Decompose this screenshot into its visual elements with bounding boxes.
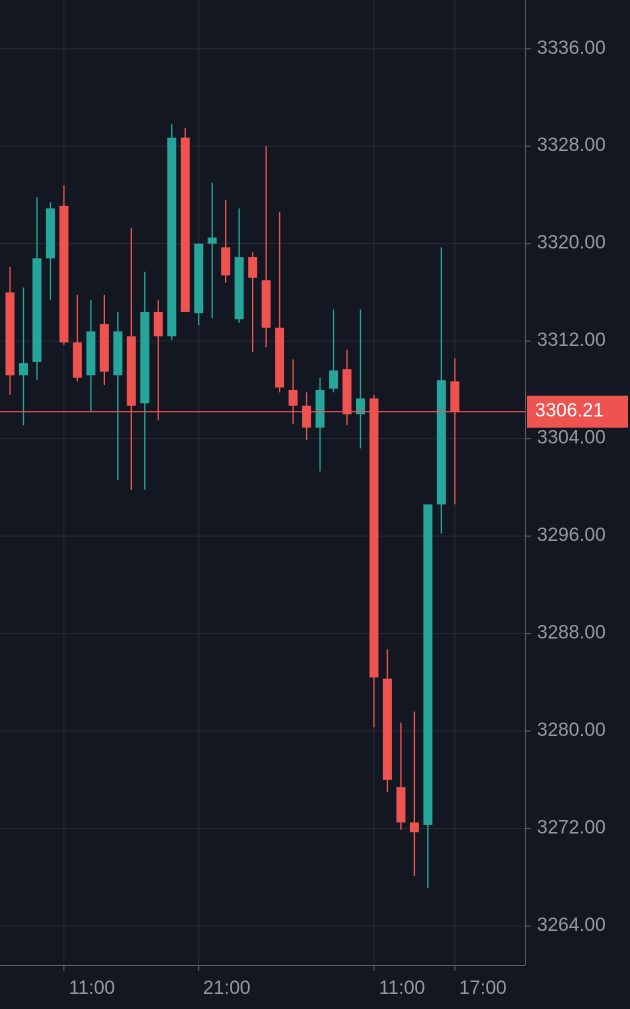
candle-body — [180, 137, 190, 312]
candle-body — [5, 292, 15, 376]
x-tick-label: 11:00 — [69, 978, 115, 999]
candle-body — [248, 257, 258, 278]
candles — [5, 124, 460, 889]
y-tick-label: 3336.00 — [537, 38, 606, 59]
candle-body — [207, 237, 217, 244]
candle-body — [126, 336, 136, 406]
candle-body — [315, 389, 325, 428]
y-tick-label: 3312.00 — [537, 330, 606, 351]
candle-body — [234, 257, 244, 320]
x-tick-label: 11:00 — [379, 978, 425, 999]
candle-body — [396, 787, 406, 823]
candle-body — [275, 327, 285, 388]
y-tick-label: 3320.00 — [537, 233, 606, 254]
axes: 3264.00 3272.00 3280.00 3288.00 3296.00 3304.… — [0, 38, 628, 999]
candle-body — [382, 678, 392, 780]
candle-body — [32, 258, 42, 362]
last-price-label: 3306.21 — [535, 401, 604, 422]
y-tick-label: 3296.00 — [537, 525, 606, 546]
candle-body — [72, 342, 82, 378]
candle-body — [436, 380, 446, 505]
candle-body — [369, 398, 379, 678]
y-tick-label: 3264.00 — [537, 915, 606, 936]
y-tick-label: 3272.00 — [537, 818, 606, 839]
candle-body — [450, 381, 460, 412]
candle-body — [261, 280, 271, 328]
candle-body — [99, 324, 109, 372]
y-tick-label: 3280.00 — [537, 720, 606, 741]
candle-body — [342, 369, 352, 415]
candle-body — [423, 504, 433, 825]
y-tick-label: 3304.00 — [537, 428, 606, 449]
x-tick-label: 21:00 — [203, 978, 251, 999]
candle-body — [355, 398, 365, 415]
candle-body — [59, 205, 69, 343]
candle-body — [113, 331, 123, 376]
candle-body — [329, 370, 339, 389]
last-price-box — [527, 395, 628, 428]
y-tick-label: 3328.00 — [537, 135, 606, 156]
candle-body — [194, 243, 204, 314]
candle-body — [153, 311, 163, 337]
candle-body — [167, 137, 177, 337]
candle-body — [86, 331, 96, 376]
candle-body — [140, 311, 150, 404]
y-tick-label: 3288.00 — [537, 623, 606, 644]
x-tick-label: 17:00 — [459, 978, 507, 999]
candle-body — [409, 822, 419, 833]
candle-body — [288, 389, 298, 406]
candle-body — [18, 363, 28, 376]
candle-body — [45, 208, 55, 259]
candle-body — [302, 405, 312, 428]
candle-body — [221, 247, 231, 276]
